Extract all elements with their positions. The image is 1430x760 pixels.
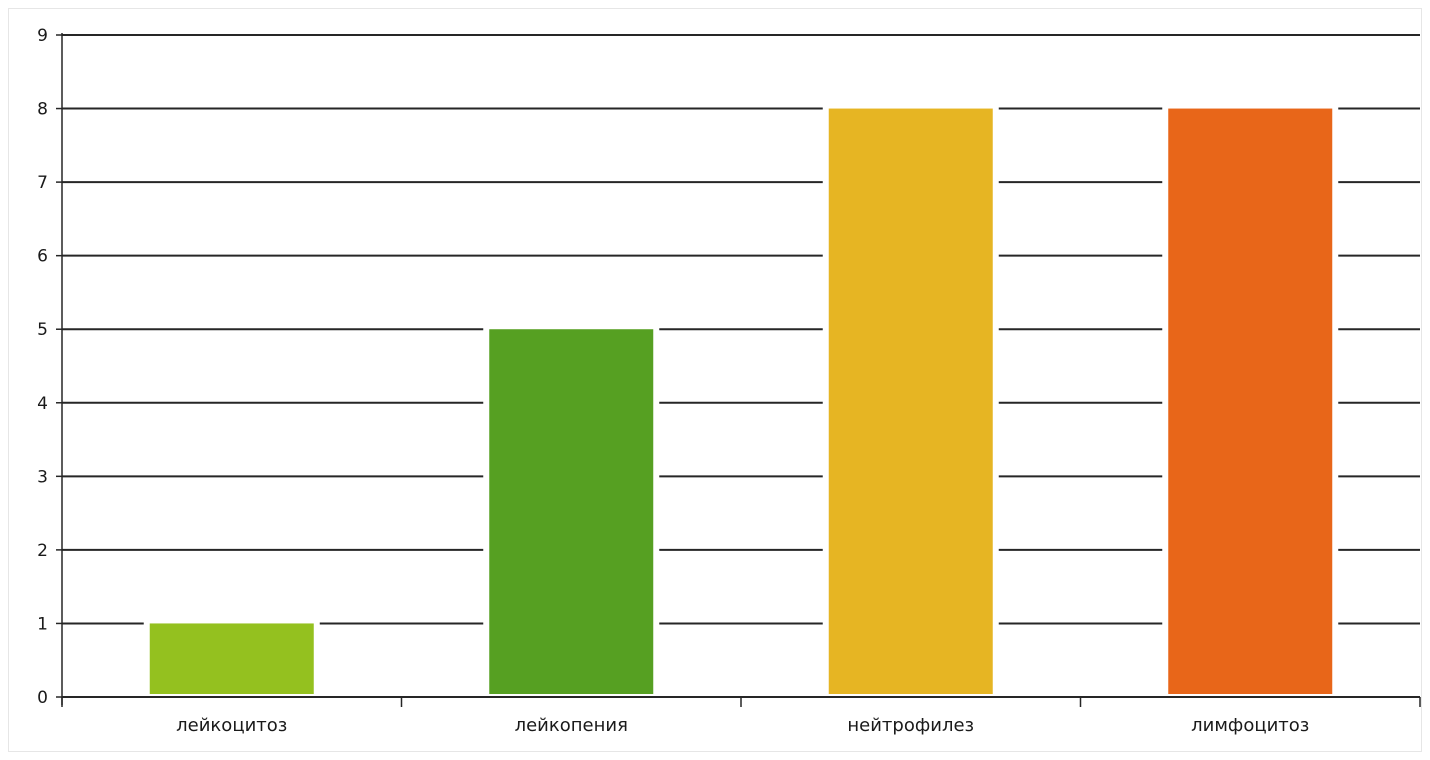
y-tick-label: 0 [37,688,48,708]
y-tick-label: 9 [37,26,48,46]
x-tick-label: лейкоцитоз [176,715,287,736]
bar-4 [1168,108,1333,695]
x-tick-label: нейтрофилез [847,715,974,736]
bar-3 [828,108,993,695]
y-tick-label: 1 [37,614,48,634]
y-tick-label: 7 [37,173,48,193]
y-tick-label: 2 [37,541,48,561]
bar-1 [149,623,314,694]
y-tick-label: 3 [37,467,48,487]
y-tick-label: 5 [37,320,48,340]
y-tick-label: 8 [37,100,48,120]
x-tick-label: лимфоцитоз [1191,715,1309,736]
x-tick-label: лейкопения [515,715,628,736]
bars [143,104,1339,695]
y-tick-label: 6 [37,247,48,267]
bar-2 [489,329,654,694]
y-tick-label: 4 [37,394,48,414]
axes: 0 1 2 3 4 5 6 7 8 9 лейкоцитоз лейкопения нейтрофиле… [37,26,1421,736]
